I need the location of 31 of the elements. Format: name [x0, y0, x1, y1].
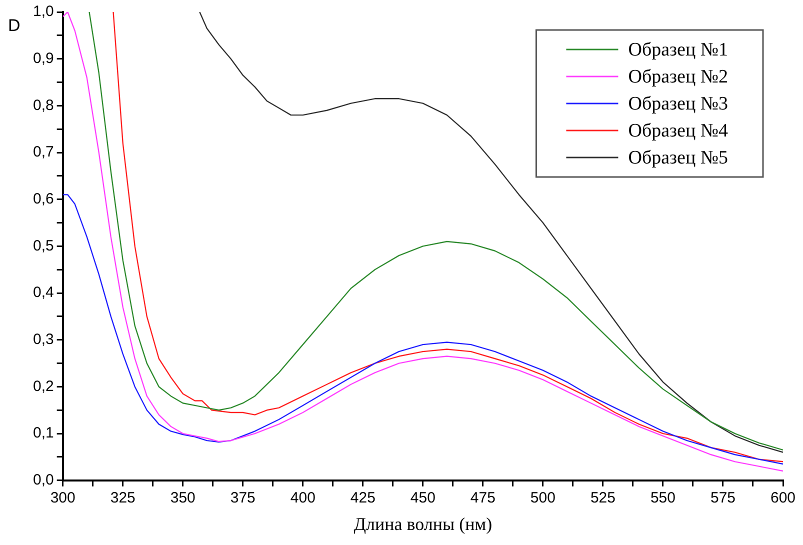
y-tick-label: 0,3	[32, 331, 54, 348]
x-tick-label: 550	[650, 490, 676, 507]
legend-label: Образец №3	[628, 93, 728, 114]
y-tick-label: 0,2	[32, 378, 54, 395]
legend-label: Образец №4	[628, 120, 729, 142]
y-tick-label: 1,0	[32, 3, 54, 20]
x-tick-label: 400	[290, 490, 316, 507]
x-tick-label: 300	[50, 490, 76, 507]
x-tick-label: 475	[470, 490, 496, 507]
y-tick-label: 0,4	[32, 284, 54, 302]
x-tick-label: 350	[170, 490, 196, 507]
x-tick-label: 600	[770, 490, 796, 507]
x-tick-label: 525	[590, 490, 616, 507]
y-tick-label: 0,5	[32, 237, 54, 254]
legend-label: Образец №2	[628, 66, 728, 88]
y-tick-label: 0,0	[32, 472, 54, 489]
y-axis-title: D	[8, 16, 20, 36]
y-tick-label: 0,6	[32, 190, 54, 208]
x-tick-label: 450	[410, 490, 436, 507]
y-tick-label: 0,7	[32, 144, 54, 161]
x-tick-label: 575	[710, 490, 736, 507]
x-tick-label: 425	[350, 490, 376, 507]
legend-label: Образец №1	[628, 39, 728, 60]
x-axis-title: Длина волны (нм)	[354, 514, 492, 534]
x-tick-label: 375	[230, 490, 256, 507]
legend-label: Образец №5	[628, 147, 728, 168]
y-tick-label: 0,1	[32, 424, 54, 442]
x-tick-label: 500	[530, 490, 556, 507]
x-tick-label: 325	[110, 490, 136, 507]
y-tick-label: 0,9	[32, 50, 54, 67]
y-tick-label: 0,8	[32, 96, 54, 114]
